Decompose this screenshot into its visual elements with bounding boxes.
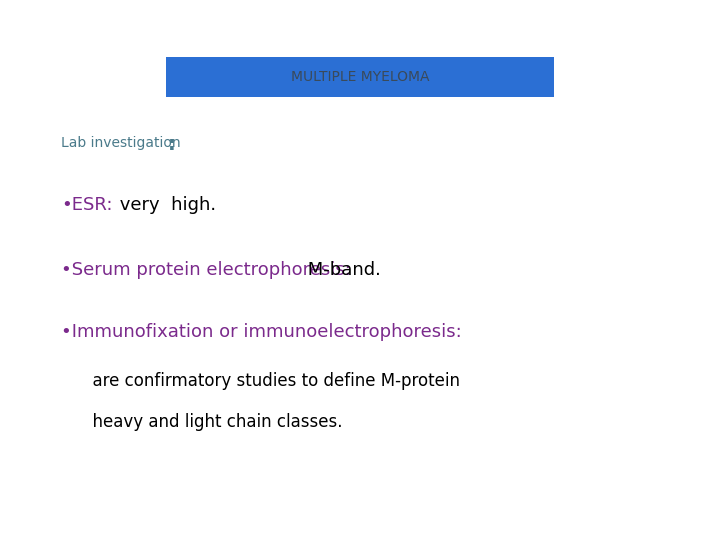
Text: :: : xyxy=(168,134,176,154)
Text: heavy and light chain classes.: heavy and light chain classes. xyxy=(61,413,343,431)
Text: are confirmatory studies to define M-protein: are confirmatory studies to define M-pro… xyxy=(61,372,460,390)
FancyBboxPatch shape xyxy=(166,57,554,97)
Text: very  high.: very high. xyxy=(114,196,216,214)
Text: Lab investigation: Lab investigation xyxy=(61,136,181,150)
Text: MULTIPLE MYELOMA: MULTIPLE MYELOMA xyxy=(291,70,429,84)
Text: •Immunofixation or immunoelectrophoresis:: •Immunofixation or immunoelectrophoresis… xyxy=(61,323,462,341)
Text: M-band.: M-band. xyxy=(302,261,382,279)
Text: •Serum protein electrophoresis:: •Serum protein electrophoresis: xyxy=(61,261,351,279)
Text: •ESR:: •ESR: xyxy=(61,196,113,214)
